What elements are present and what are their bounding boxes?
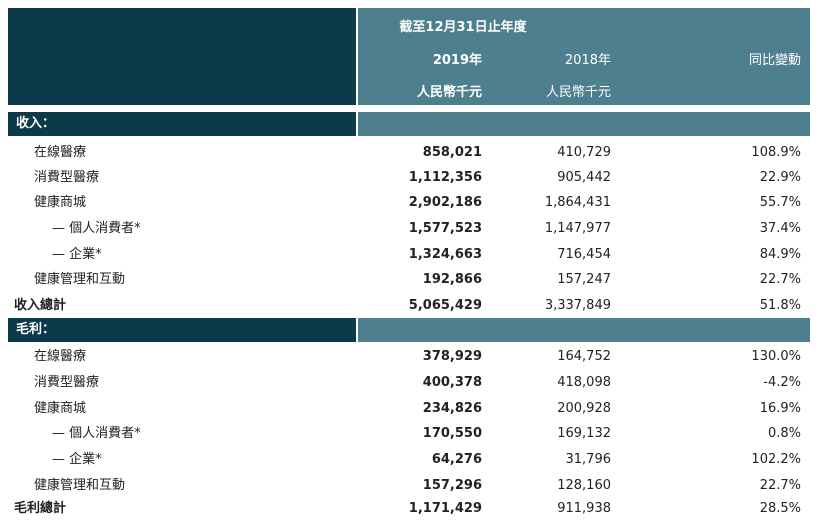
- row-label: 在線醫療: [34, 145, 87, 160]
- value-2018: 410,729: [557, 145, 611, 160]
- value-2019: 378,929: [422, 349, 482, 364]
- value-2018: 1,147,977: [544, 221, 611, 236]
- value-2018: 1,864,431: [544, 195, 611, 210]
- value-2018: 128,160: [557, 478, 611, 493]
- value-yoy: 108.9%: [751, 145, 801, 160]
- table-row-total: 收入總計 5,065,429 3,337,849 51.8%: [0, 293, 820, 318]
- table-row: — 企業* 64,276 31,796 102.2%: [0, 447, 820, 472]
- value-2018: 3,337,849: [544, 298, 611, 313]
- table-header-label-cell: [8, 8, 356, 105]
- value-yoy: 102.2%: [751, 452, 801, 467]
- value-2018: 911,938: [557, 501, 611, 516]
- section-gross-profit-title: 毛利：: [8, 318, 356, 342]
- value-2018: 31,796: [565, 452, 612, 467]
- row-label: — 企業*: [52, 247, 102, 262]
- value-yoy: 22.7%: [759, 272, 801, 287]
- table-header-values: 截至12月31日止年度 2019年 2018年 同比變動 人民幣千元 人民幣千元: [358, 8, 810, 105]
- unit-2018: 人民幣千元: [545, 85, 611, 100]
- value-yoy: 130.0%: [751, 349, 801, 364]
- row-label: 在線醫療: [34, 349, 87, 364]
- value-2018: 418,098: [557, 375, 611, 390]
- value-2019: 1,577,523: [408, 221, 482, 236]
- table-row: 健康管理和互動 192,866 157,247 22.7%: [0, 267, 820, 292]
- table-row: 健康商城 2,902,186 1,864,431 55.7%: [0, 190, 820, 215]
- value-2019: 1,112,356: [408, 170, 482, 185]
- row-label: — 個人消費者*: [52, 426, 141, 441]
- section-revenue-title: 收入：: [8, 112, 356, 136]
- column-yoy-heading: 同比變動: [748, 53, 801, 68]
- value-yoy: 51.8%: [759, 298, 801, 313]
- value-2018: 157,247: [557, 272, 611, 287]
- table-row: 消費型醫療 1,112,356 905,442 22.9%: [0, 165, 820, 190]
- value-yoy: 0.8%: [767, 426, 801, 441]
- value-2018: 905,442: [557, 170, 611, 185]
- period-heading: 截至12月31日止年度: [399, 20, 527, 35]
- value-2018: 169,132: [557, 426, 611, 441]
- value-yoy: 37.4%: [759, 221, 801, 236]
- table-row: — 個人消費者* 170,550 169,132 0.8%: [0, 421, 820, 446]
- value-yoy: 28.5%: [759, 501, 801, 516]
- table-row: — 企業* 1,324,663 716,454 84.9%: [0, 242, 820, 267]
- value-yoy: 22.9%: [759, 170, 801, 185]
- table-row: 在線醫療 378,929 164,752 130.0%: [0, 344, 820, 369]
- value-2018: 164,752: [557, 349, 611, 364]
- unit-2019: 人民幣千元: [416, 85, 482, 100]
- column-2019-heading: 2019年: [432, 53, 482, 68]
- value-yoy: 55.7%: [759, 195, 801, 210]
- column-2018-heading: 2018年: [564, 53, 611, 68]
- value-yoy: 22.7%: [759, 478, 801, 493]
- value-2019: 1,324,663: [408, 247, 482, 262]
- row-label: 健康商城: [34, 401, 87, 416]
- value-yoy: -4.2%: [763, 375, 801, 390]
- table-row: 健康管理和互動 157,296 128,160 22.7%: [0, 473, 820, 498]
- value-2019: 858,021: [422, 145, 482, 160]
- row-label: 毛利總計: [14, 501, 67, 516]
- value-2019: 192,866: [422, 272, 482, 287]
- value-2019: 5,065,429: [408, 298, 482, 313]
- value-yoy: 84.9%: [759, 247, 801, 262]
- row-label: — 個人消費者*: [52, 221, 141, 236]
- table-row: 健康商城 234,826 200,928 16.9%: [0, 396, 820, 421]
- row-label: 收入總計: [14, 298, 67, 313]
- table-row-total: 毛利總計 1,171,429 911,938 28.5%: [0, 496, 820, 521]
- value-2019: 170,550: [422, 426, 482, 441]
- row-label: — 企業*: [52, 452, 102, 467]
- row-label: 健康商城: [34, 195, 87, 210]
- value-2019: 234,826: [422, 401, 482, 416]
- value-2018: 716,454: [557, 247, 611, 262]
- value-2019: 157,296: [422, 478, 482, 493]
- row-label: 健康管理和互動: [34, 478, 126, 493]
- table-row: 消費型醫療 400,378 418,098 -4.2%: [0, 370, 820, 395]
- value-2019: 400,378: [422, 375, 482, 390]
- row-label: 消費型醫療: [34, 170, 100, 185]
- table-row: — 個人消費者* 1,577,523 1,147,977 37.4%: [0, 216, 820, 241]
- section-gross-profit-band: [358, 318, 810, 342]
- value-2019: 2,902,186: [408, 195, 482, 210]
- row-label: 消費型醫療: [34, 375, 100, 390]
- value-2019: 64,276: [431, 452, 482, 467]
- table-row: 在線醫療 858,021 410,729 108.9%: [0, 140, 820, 165]
- value-2019: 1,171,429: [408, 501, 482, 516]
- section-revenue-band: [358, 112, 810, 136]
- value-2018: 200,928: [557, 401, 611, 416]
- row-label: 健康管理和互動: [34, 272, 126, 287]
- value-yoy: 16.9%: [759, 401, 801, 416]
